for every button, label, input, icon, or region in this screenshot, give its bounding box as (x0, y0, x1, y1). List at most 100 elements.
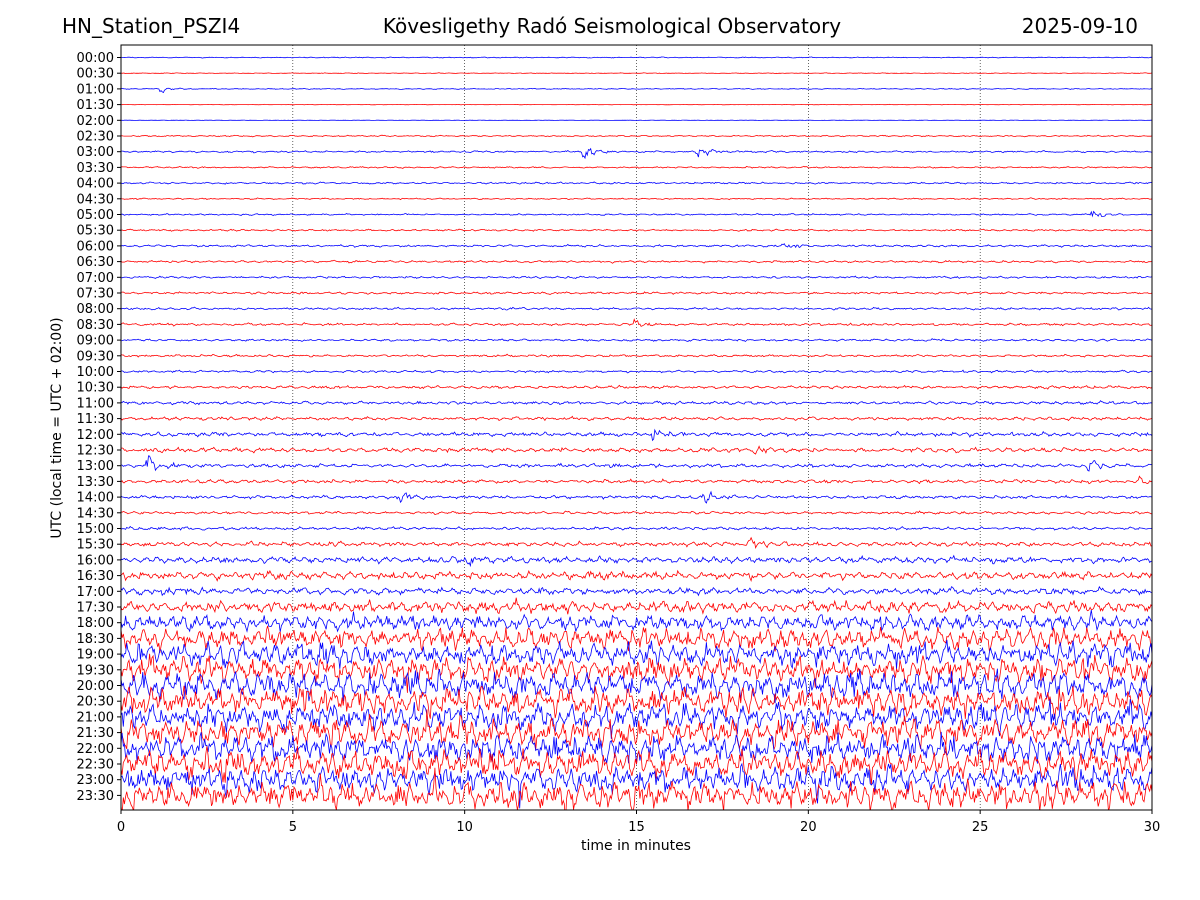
x-tick-label: 25 (972, 820, 989, 835)
trace-line-1200 (121, 428, 1152, 442)
station-name: HN_Station_PSZI4 (62, 14, 241, 38)
trace-line-2100 (121, 698, 1152, 739)
y-tick-label: 05:30 (77, 224, 114, 239)
y-tick-label: 15:30 (77, 538, 114, 553)
y-tick-label: 07:30 (77, 287, 114, 302)
trace-line-0600 (121, 243, 1152, 249)
trace-line-2300 (121, 762, 1152, 809)
y-tick-label: 15:00 (77, 522, 114, 537)
trace-line-2000 (121, 668, 1152, 704)
trace-line-1930 (121, 653, 1152, 693)
trace-line-0230 (121, 134, 1152, 138)
trace-line-0030 (121, 72, 1152, 75)
y-tick-label: 23:00 (77, 773, 114, 788)
trace-line-2330 (121, 767, 1152, 810)
trace-line-0800 (121, 306, 1152, 311)
y-axis-ticks: 00:0000:3001:0001:3002:0002:3003:0003:30… (77, 51, 121, 804)
x-axis-ticks: 0 5 10 15 20 25 30 (117, 810, 1160, 835)
x-axis-label: time in minutes (581, 838, 691, 854)
y-tick-label: 09:00 (77, 334, 114, 349)
trace-line-1500 (121, 525, 1152, 531)
y-tick-label: 19:00 (77, 648, 114, 663)
x-tick-label: 5 (289, 820, 297, 835)
y-tick-label: 16:00 (77, 553, 114, 568)
y-tick-label: 12:00 (77, 428, 114, 443)
y-tick-label: 09:30 (77, 349, 114, 364)
trace-line-0330 (121, 165, 1152, 169)
trace-line-0400 (121, 181, 1152, 185)
x-tick-label: 20 (800, 820, 817, 835)
y-tick-label: 08:00 (77, 302, 114, 317)
trace-line-1230 (121, 445, 1152, 455)
y-tick-label: 05:00 (77, 208, 114, 223)
trace-line-1600 (121, 554, 1152, 568)
y-tick-label: 02:00 (77, 114, 114, 129)
y-tick-label: 21:30 (77, 726, 114, 741)
y-tick-label: 14:30 (77, 506, 114, 521)
trace-line-1830 (121, 625, 1152, 653)
trace-line-2200 (121, 731, 1152, 765)
y-tick-label: 18:00 (77, 616, 114, 631)
trace-line-1630 (121, 569, 1152, 582)
y-tick-label: 00:30 (77, 67, 114, 82)
trace-line-1800 (121, 609, 1152, 633)
trace-line-1030 (121, 384, 1152, 390)
trace-line-0630 (121, 259, 1152, 264)
trace-line-0200 (121, 119, 1152, 122)
y-tick-label: 17:00 (77, 585, 114, 600)
y-tick-label: 06:30 (77, 255, 114, 270)
trace-line-1100 (121, 400, 1152, 406)
y-tick-label: 03:00 (77, 145, 114, 160)
trace-line-1300 (121, 455, 1152, 472)
y-tick-label: 12:30 (77, 444, 114, 459)
y-tick-label: 06:00 (77, 239, 114, 254)
trace-line-0530 (121, 228, 1152, 232)
trace-line-0100 (121, 87, 1152, 94)
y-tick-label: 01:00 (77, 82, 114, 97)
trace-line-0830 (121, 318, 1152, 327)
y-tick-label: 14:00 (77, 491, 114, 506)
trace-line-0930 (121, 353, 1152, 358)
y-tick-label: 20:30 (77, 695, 114, 710)
x-tick-label: 10 (456, 820, 473, 835)
y-tick-label: 11:00 (77, 396, 114, 411)
x-tick-label: 15 (628, 820, 645, 835)
y-tick-label: 10:00 (77, 365, 114, 380)
trace-line-0130 (121, 103, 1152, 106)
y-tick-label: 01:30 (77, 98, 114, 113)
y-tick-label: 13:00 (77, 459, 114, 474)
y-tick-label: 18:30 (77, 632, 114, 647)
y-tick-label: 03:30 (77, 161, 114, 176)
trace-line-1900 (121, 639, 1152, 670)
trace-line-1400 (121, 490, 1152, 504)
y-tick-label: 02:30 (77, 130, 114, 145)
trace-line-1730 (121, 597, 1152, 615)
trace-line-0300 (121, 147, 1152, 160)
x-tick-label: 0 (117, 820, 125, 835)
trace-line-1330 (121, 475, 1152, 485)
vertical-gridlines (292, 45, 981, 810)
y-tick-label: 19:30 (77, 663, 114, 678)
y-tick-label: 21:00 (77, 710, 114, 725)
y-tick-label: 00:00 (77, 51, 114, 66)
y-tick-label: 11:30 (77, 412, 114, 427)
y-tick-label: 10:30 (77, 381, 114, 396)
y-tick-label: 04:30 (77, 192, 114, 207)
trace-line-1430 (121, 510, 1152, 515)
y-tick-label: 04:00 (77, 177, 114, 192)
y-tick-label: 08:30 (77, 318, 114, 333)
y-tick-label: 16:30 (77, 569, 114, 584)
trace-line-1700 (121, 585, 1152, 597)
trace-line-2230 (121, 745, 1152, 786)
y-axis-label: UTC (local time = UTC + 02:00) (49, 317, 65, 539)
trace-line-1000 (121, 369, 1152, 374)
trace-line-0900 (121, 338, 1152, 343)
trace-line-1130 (121, 415, 1152, 422)
y-tick-label: 22:30 (77, 758, 114, 773)
y-tick-label: 17:30 (77, 601, 114, 616)
x-tick-label: 30 (1144, 820, 1161, 835)
y-tick-label: 07:00 (77, 271, 114, 286)
trace-line-0000 (121, 56, 1152, 59)
y-tick-label: 20:00 (77, 679, 114, 694)
